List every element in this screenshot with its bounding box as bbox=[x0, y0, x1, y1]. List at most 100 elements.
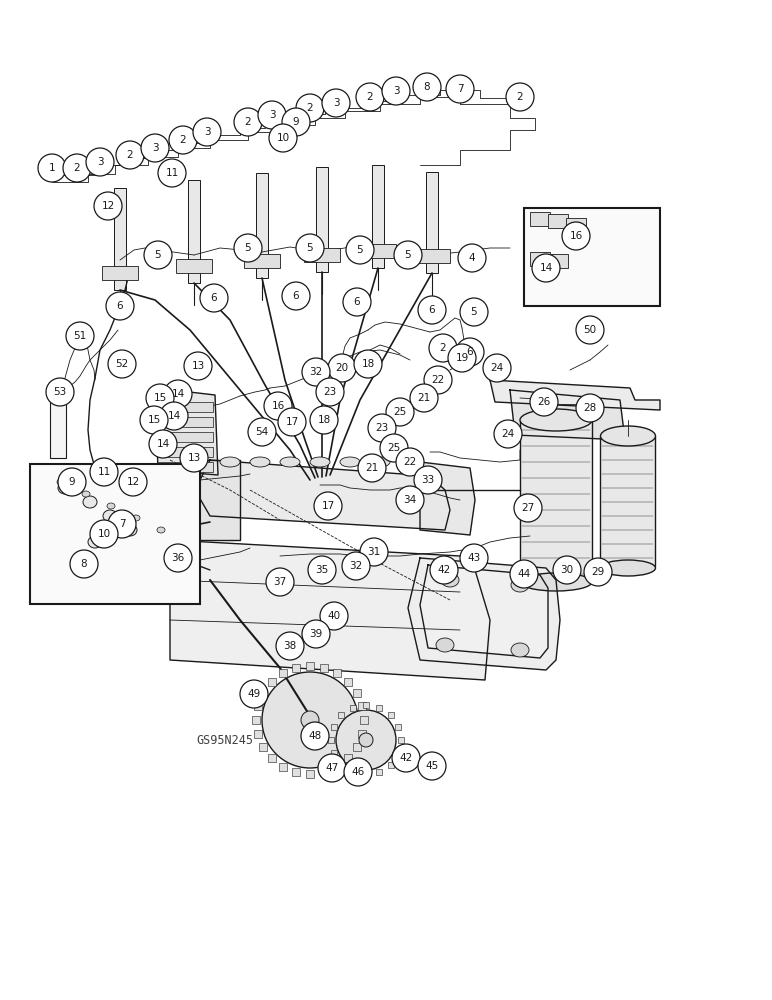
Circle shape bbox=[94, 192, 122, 220]
Bar bbox=[395, 750, 401, 756]
Text: 45: 45 bbox=[425, 761, 438, 771]
Text: 8: 8 bbox=[81, 559, 87, 569]
Text: 3: 3 bbox=[96, 157, 103, 167]
Text: 12: 12 bbox=[101, 201, 114, 211]
Bar bbox=[377, 769, 382, 775]
Bar bbox=[328, 737, 334, 743]
Circle shape bbox=[430, 556, 458, 584]
Text: 6: 6 bbox=[117, 301, 124, 311]
Bar bbox=[363, 772, 369, 778]
Text: 6: 6 bbox=[293, 291, 300, 301]
Circle shape bbox=[460, 544, 488, 572]
Bar bbox=[388, 762, 394, 768]
Circle shape bbox=[418, 752, 446, 780]
Circle shape bbox=[234, 234, 262, 262]
Bar bbox=[353, 743, 361, 751]
Bar bbox=[292, 664, 300, 672]
Circle shape bbox=[460, 298, 488, 326]
Text: 51: 51 bbox=[73, 331, 86, 341]
Ellipse shape bbox=[88, 536, 102, 548]
Circle shape bbox=[396, 448, 424, 476]
Circle shape bbox=[146, 384, 174, 412]
Bar bbox=[358, 730, 366, 738]
Ellipse shape bbox=[370, 457, 390, 467]
Circle shape bbox=[164, 544, 192, 572]
Ellipse shape bbox=[340, 457, 360, 467]
Ellipse shape bbox=[441, 573, 459, 587]
Bar bbox=[304, 248, 340, 262]
Text: 47: 47 bbox=[325, 763, 339, 773]
Circle shape bbox=[108, 350, 136, 378]
Bar bbox=[548, 254, 568, 268]
Circle shape bbox=[276, 632, 304, 660]
Text: 44: 44 bbox=[517, 569, 530, 579]
Bar bbox=[259, 689, 267, 697]
Circle shape bbox=[380, 434, 408, 462]
Text: 3: 3 bbox=[204, 127, 210, 137]
Circle shape bbox=[158, 159, 186, 187]
Bar bbox=[176, 259, 212, 273]
Circle shape bbox=[342, 552, 370, 580]
Circle shape bbox=[70, 550, 98, 578]
Circle shape bbox=[576, 316, 604, 344]
Circle shape bbox=[316, 378, 344, 406]
Polygon shape bbox=[40, 472, 178, 558]
Text: 48: 48 bbox=[308, 731, 322, 741]
Bar bbox=[114, 188, 126, 290]
Bar bbox=[350, 769, 356, 775]
Text: 9: 9 bbox=[69, 477, 76, 487]
Text: 32: 32 bbox=[350, 561, 363, 571]
Text: 21: 21 bbox=[365, 463, 378, 473]
Circle shape bbox=[63, 154, 91, 182]
Bar bbox=[30, 464, 200, 604]
Bar bbox=[158, 417, 213, 427]
Text: 25: 25 bbox=[388, 443, 401, 453]
Circle shape bbox=[278, 408, 306, 436]
Text: 22: 22 bbox=[404, 457, 417, 467]
Circle shape bbox=[164, 380, 192, 408]
Bar bbox=[377, 705, 382, 711]
Bar bbox=[316, 167, 328, 272]
Bar bbox=[548, 214, 568, 228]
Bar bbox=[252, 716, 260, 724]
Ellipse shape bbox=[280, 457, 300, 467]
Text: 25: 25 bbox=[394, 407, 407, 417]
Circle shape bbox=[510, 560, 538, 588]
Text: 37: 37 bbox=[273, 577, 286, 587]
Circle shape bbox=[119, 468, 147, 496]
Circle shape bbox=[296, 234, 324, 262]
Text: 5: 5 bbox=[154, 250, 161, 260]
Circle shape bbox=[184, 352, 212, 380]
Text: 18: 18 bbox=[361, 359, 374, 369]
Bar bbox=[360, 716, 368, 724]
Bar bbox=[268, 754, 276, 762]
Bar bbox=[398, 737, 404, 743]
Text: 6: 6 bbox=[211, 293, 217, 303]
Ellipse shape bbox=[125, 518, 155, 542]
Text: 2: 2 bbox=[516, 92, 523, 102]
Text: 5: 5 bbox=[245, 243, 252, 253]
Text: 6: 6 bbox=[428, 305, 435, 315]
Polygon shape bbox=[155, 388, 218, 475]
Bar bbox=[188, 180, 200, 283]
Bar bbox=[306, 662, 314, 670]
Polygon shape bbox=[195, 460, 450, 530]
Circle shape bbox=[458, 244, 486, 272]
Text: 49: 49 bbox=[247, 689, 261, 699]
Circle shape bbox=[553, 556, 581, 584]
Bar bbox=[344, 754, 352, 762]
Text: 50: 50 bbox=[584, 325, 597, 335]
Text: 5: 5 bbox=[357, 245, 364, 255]
Circle shape bbox=[346, 236, 374, 264]
Bar bbox=[363, 702, 369, 708]
Circle shape bbox=[394, 241, 422, 269]
Text: 26: 26 bbox=[537, 397, 550, 407]
Text: 40: 40 bbox=[327, 611, 340, 621]
Ellipse shape bbox=[520, 573, 592, 591]
Text: 5: 5 bbox=[405, 250, 411, 260]
Text: 8: 8 bbox=[424, 82, 430, 92]
Circle shape bbox=[90, 458, 118, 486]
Circle shape bbox=[58, 468, 86, 496]
Bar bbox=[358, 702, 366, 710]
Text: GS95N245: GS95N245 bbox=[196, 734, 253, 746]
